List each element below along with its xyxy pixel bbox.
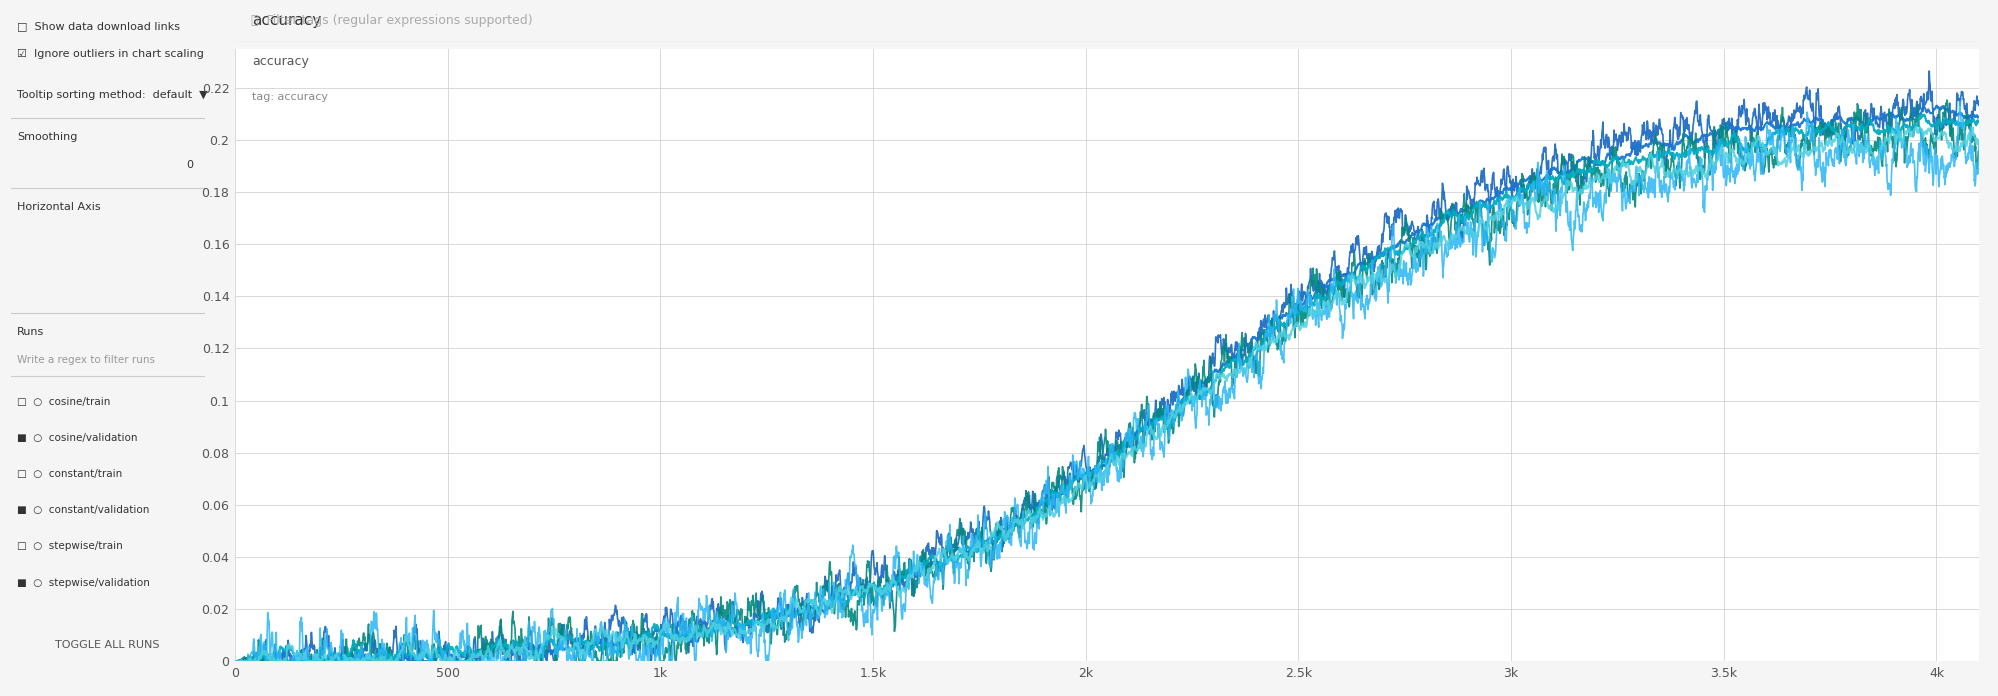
Text: ■  ○  stepwise/validation: ■ ○ stepwise/validation bbox=[18, 578, 150, 587]
Text: 0: 0 bbox=[186, 160, 194, 170]
Text: □  ○  constant/train: □ ○ constant/train bbox=[18, 469, 122, 479]
Text: ■  ○  cosine/validation: ■ ○ cosine/validation bbox=[18, 433, 138, 443]
Text: accuracy: accuracy bbox=[252, 55, 310, 68]
Text: Smoothing: Smoothing bbox=[18, 132, 78, 142]
Text: ☑  Ignore outliers in chart scaling: ☑ Ignore outliers in chart scaling bbox=[18, 49, 204, 58]
Text: Write a regex to filter runs: Write a regex to filter runs bbox=[18, 355, 156, 365]
Text: Runs: Runs bbox=[18, 327, 44, 337]
Text: tag: accuracy: tag: accuracy bbox=[252, 92, 328, 102]
Text: □  ○  cosine/train: □ ○ cosine/train bbox=[18, 397, 110, 406]
Text: TOGGLE ALL RUNS: TOGGLE ALL RUNS bbox=[56, 640, 160, 650]
Text: accuracy: accuracy bbox=[252, 13, 322, 29]
Text: Horizontal Axis: Horizontal Axis bbox=[18, 202, 100, 212]
Text: ■  ○  constant/validation: ■ ○ constant/validation bbox=[18, 505, 150, 515]
Text: 🔍  Filter tags (regular expressions supported): 🔍 Filter tags (regular expressions suppo… bbox=[250, 15, 531, 27]
Text: □  Show data download links: □ Show data download links bbox=[18, 21, 180, 31]
Text: □  ○  stepwise/train: □ ○ stepwise/train bbox=[18, 541, 124, 551]
Text: Tooltip sorting method:  default  ▼: Tooltip sorting method: default ▼ bbox=[18, 90, 208, 100]
